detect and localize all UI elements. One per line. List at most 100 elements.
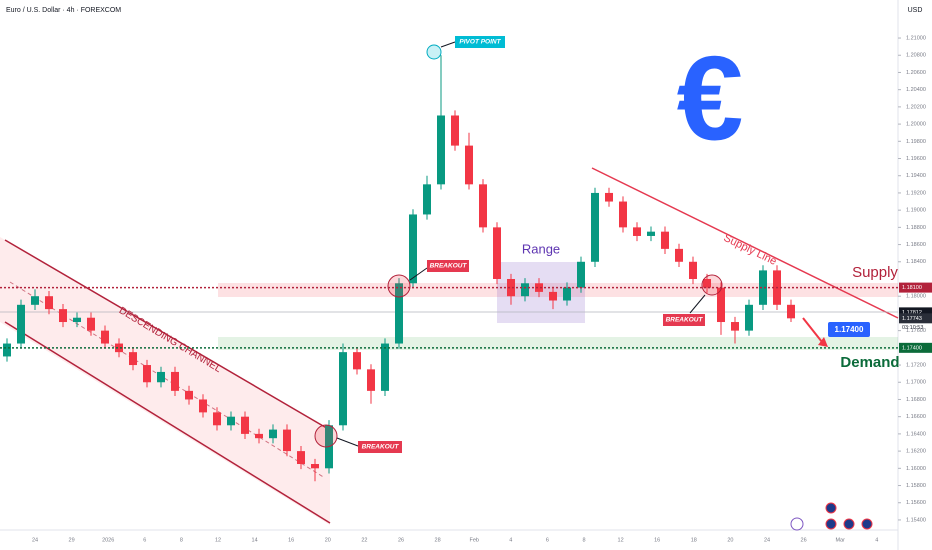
label-box (455, 36, 505, 48)
candle-body (731, 322, 739, 331)
countdown: 03:10:53 (902, 325, 923, 331)
candle-body (185, 390, 193, 400)
channel-line (4, 321, 331, 524)
icon[interactable] (861, 518, 873, 530)
breakout-label: BREAKOUT (430, 263, 468, 270)
candle-body (465, 145, 473, 185)
breakout-label: BREAKOUT (666, 317, 704, 324)
x-tick-label: 4 (875, 537, 878, 543)
x-tick-label: 18 (691, 537, 697, 543)
icon[interactable] (825, 518, 837, 530)
candle-body (563, 287, 571, 301)
candle-body (521, 283, 529, 297)
y-tick-label: 1.19800 (906, 139, 926, 145)
pivot-circle (426, 44, 442, 60)
x-tick-label: 12 (618, 537, 624, 543)
x-tick-label: 6 (546, 537, 549, 543)
x-tick-label: 28 (435, 537, 441, 543)
candle-body (759, 270, 767, 305)
candle-body (577, 261, 585, 288)
x-tick-label: Mar (835, 537, 845, 543)
y-tick-label: 1.20600 (906, 70, 926, 76)
pivot-label: PIVOT POINT (459, 39, 501, 46)
candle-body (73, 317, 81, 323)
candle-body (591, 192, 599, 262)
candle-body (381, 343, 389, 391)
x-tick-label: 20 (325, 537, 331, 543)
candle-body (199, 399, 207, 413)
y-tick-label: 1.15400 (906, 517, 926, 523)
candle-body (493, 227, 501, 279)
candle-body (59, 309, 67, 323)
breakout-circle (387, 274, 411, 298)
candle-body (31, 296, 39, 305)
supply-line (591, 167, 899, 319)
y-tick-label: 1.20400 (906, 87, 926, 93)
candle-body (633, 227, 641, 236)
y-tick-label: 1.18400 (906, 259, 926, 265)
y-tick-label: 1.20200 (906, 104, 926, 110)
y-tick-label: 1.16200 (906, 449, 926, 455)
y-tick-label: 1.20800 (906, 53, 926, 59)
connector (409, 267, 428, 281)
y-tick-label: 1.15600 (906, 500, 926, 506)
candle-body (451, 115, 459, 146)
y-tick-label: 1.17000 (906, 380, 926, 386)
y-tick-label: 1.18800 (906, 225, 926, 231)
x-tick-label: 26 (398, 537, 404, 543)
candle-body (661, 231, 669, 249)
candle-body (283, 429, 291, 452)
x-tick-label: 24 (764, 537, 770, 543)
euro-symbol: € (677, 32, 744, 166)
candle-body (339, 352, 347, 426)
candle-body (143, 365, 151, 383)
candle-body (535, 283, 543, 292)
candle-body (619, 201, 627, 228)
y-tick-label: 1.20000 (906, 122, 926, 128)
price-tag (899, 307, 932, 318)
candle-body (115, 343, 123, 353)
x-tick-label: 8 (582, 537, 585, 543)
price-tag (899, 282, 932, 293)
candle-body (745, 304, 753, 331)
candle-body (437, 115, 445, 185)
icon[interactable] (843, 518, 855, 530)
price-tag (899, 313, 932, 324)
y-tick-label: 1.18600 (906, 242, 926, 248)
price-tag-label: 1.18100 (902, 285, 922, 291)
channel-mid (9, 281, 326, 479)
label-box (663, 314, 705, 326)
price-tag-label: 1.17400 (902, 345, 922, 351)
y-tick-label: 1.15800 (906, 483, 926, 489)
x-tick-label: 6 (143, 537, 146, 543)
y-tick-label: 1.19000 (906, 208, 926, 214)
candle-body (507, 278, 515, 297)
candle-body (675, 248, 683, 262)
icon[interactable] (825, 502, 837, 514)
price-tag-label: 1.17812 (902, 310, 922, 316)
candle-body (395, 283, 403, 344)
candle-body (171, 371, 179, 391)
range-label: Range (522, 241, 560, 256)
candle-body (647, 231, 655, 236)
x-tick-label: 4 (509, 537, 512, 543)
candle-body (689, 261, 697, 279)
candle-body (17, 304, 25, 344)
candle-body (87, 317, 95, 331)
connector (689, 294, 706, 314)
candle-body (3, 343, 11, 357)
y-tick-label: 1.19600 (906, 156, 926, 162)
candle-body (45, 296, 53, 310)
x-tick-label: 12 (215, 537, 221, 543)
price-tag-label: 1.17743 (902, 316, 922, 322)
candle-body (297, 451, 305, 465)
target-label: 1.17400 (835, 325, 864, 334)
breakout-label: BREAKOUT (362, 444, 400, 451)
icon[interactable] (790, 517, 804, 531)
y-tick-label: 1.18000 (906, 294, 926, 300)
price-tag (899, 342, 932, 353)
x-tick-label: 29 (69, 537, 75, 543)
connector (440, 41, 456, 48)
